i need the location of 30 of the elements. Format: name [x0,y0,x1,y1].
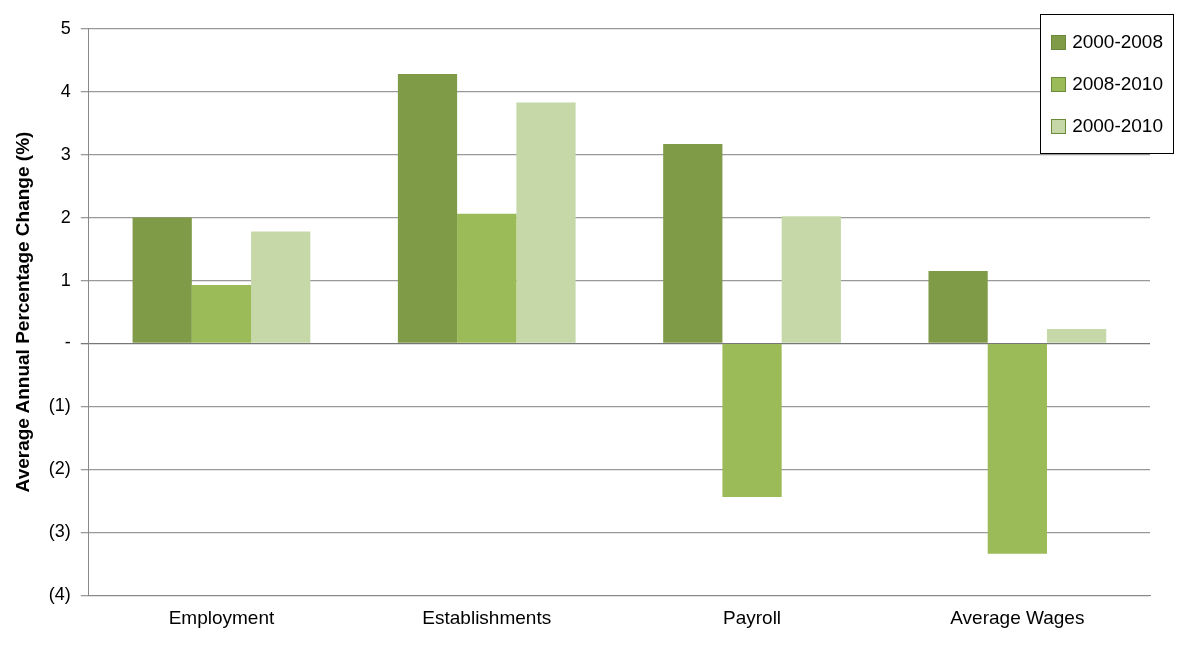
y-tick-label: 5 [60,17,71,38]
bar [132,217,192,343]
y-tick-label: 4 [60,80,71,101]
y-tick-label: 1 [60,269,71,290]
bar [781,216,841,343]
legend-label: 2008-2010 [1072,73,1163,95]
x-tick-label: Average Wages [950,606,1085,628]
bar [987,344,1047,554]
bar [516,102,576,343]
bar [191,284,252,343]
bar [928,271,988,343]
legend-label: 2000-2008 [1072,31,1163,53]
bar [1046,328,1107,343]
bar [251,231,311,343]
x-tick-label: Payroll [723,606,782,628]
y-tick-label: 2 [60,206,71,227]
bar [397,74,458,343]
y-tick-label: - [64,332,71,353]
y-axis-title: Average Annual Percentage Change (%) [11,131,33,493]
x-tick-label: Employment [168,606,275,628]
legend-label: 2000-2010 [1072,115,1163,137]
y-tick-label: (1) [48,395,71,416]
y-tick-label: (3) [48,521,71,542]
y-tick-label: (4) [48,584,71,605]
x-tick-label: Establishments [422,606,552,628]
y-tick-label: (2) [48,458,71,479]
bar [722,344,782,498]
bar [663,143,723,343]
bar [457,213,517,343]
y-tick-label: 3 [60,143,71,164]
